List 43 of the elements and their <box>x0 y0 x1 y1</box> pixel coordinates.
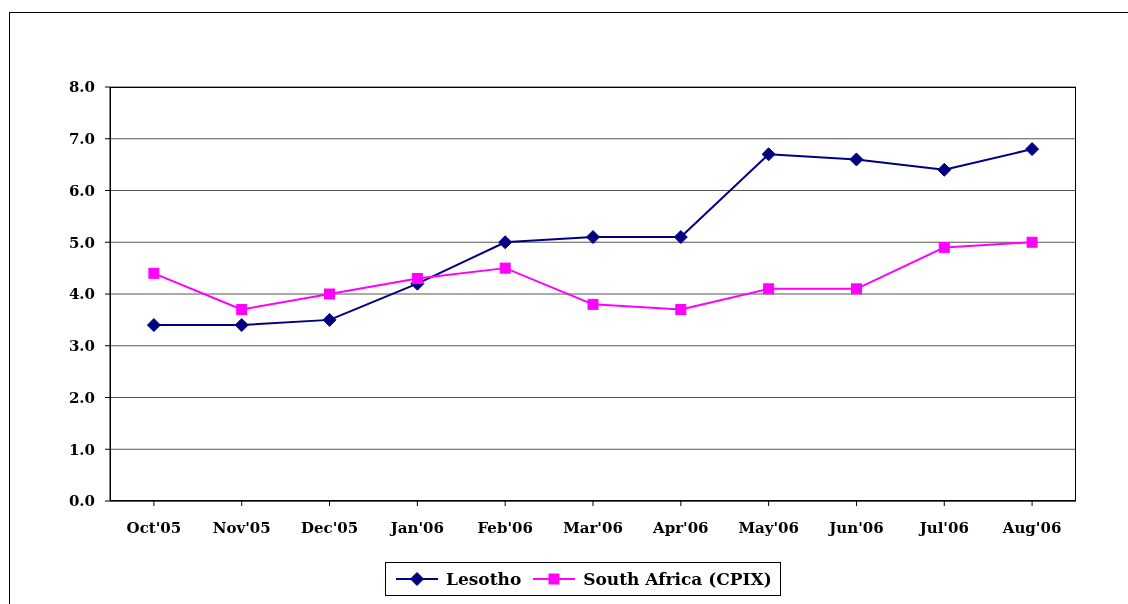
y-tick-label: 1.0 <box>68 440 95 459</box>
x-tick-label: Apr'06 <box>652 518 709 537</box>
point <box>675 304 687 316</box>
legend-label: Lesotho <box>446 569 522 589</box>
y-tick-label: 0.0 <box>68 492 95 511</box>
y-tick-label: 7.0 <box>68 130 95 149</box>
point <box>498 235 513 250</box>
legend-label: South Africa (CPIX) <box>583 569 772 589</box>
point <box>1026 236 1038 248</box>
point <box>761 147 776 162</box>
y-tick-label: 3.0 <box>68 337 95 356</box>
point <box>850 283 862 295</box>
x-tick-label: Jul'06 <box>917 518 969 537</box>
x-tick-label: Oct'05 <box>126 518 182 537</box>
point <box>148 267 160 279</box>
point <box>849 152 864 167</box>
x-tick-label: Jun'06 <box>827 518 884 537</box>
point <box>411 272 423 284</box>
x-tick-label: Aug'06 <box>1001 518 1062 537</box>
y-tick-label: 6.0 <box>68 181 95 200</box>
y-tick-label: 8.0 <box>68 78 95 97</box>
x-tick-label: Mar'06 <box>563 518 623 537</box>
y-tick-label: 4.0 <box>68 285 95 304</box>
point <box>938 241 950 253</box>
point <box>322 312 337 327</box>
point <box>146 318 161 333</box>
point <box>673 230 688 245</box>
x-tick-label: Jan'06 <box>388 518 444 537</box>
x-tick-label: May'06 <box>738 518 799 537</box>
point <box>763 283 775 295</box>
point <box>236 304 248 316</box>
x-tick-label: Nov'05 <box>212 518 271 537</box>
point <box>234 318 249 333</box>
y-tick-label: 2.0 <box>68 388 95 407</box>
x-tick-label: Dec'05 <box>300 518 359 537</box>
point <box>937 162 952 177</box>
x-tick-label: Feb'06 <box>477 518 533 537</box>
point <box>586 230 600 245</box>
point <box>1025 142 1040 157</box>
point <box>587 298 599 310</box>
y-tick-label: 5.0 <box>68 233 95 252</box>
point <box>499 262 511 274</box>
point <box>324 288 336 300</box>
